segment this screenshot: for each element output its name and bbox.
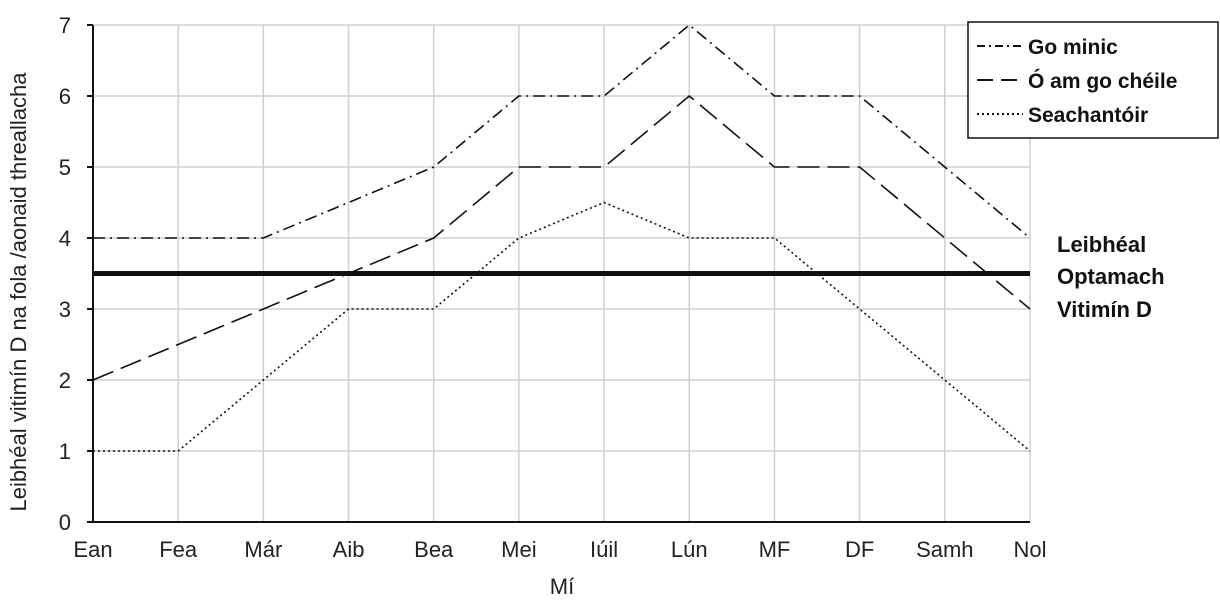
x-tick-label: Aib (333, 537, 365, 562)
series-lines (92, 23, 1031, 452)
series-line-1 (93, 23, 1031, 239)
y-tick-label: 5 (59, 155, 71, 180)
optimal-level-label-line-3: Vitimín D (1057, 297, 1152, 322)
legend-label-o-am-go-cheile: Ó am go chéile (1028, 69, 1177, 93)
y-tick-label: 1 (59, 439, 71, 464)
x-tick-label: Ean (73, 537, 112, 562)
x-axis-title: Mí (550, 574, 574, 599)
optimal-level-label-line-1: Leibhéal (1057, 232, 1146, 257)
x-tick-label: DF (845, 537, 874, 562)
y-tick-label: 7 (59, 13, 71, 38)
tick-labels: 0 1 2 3 4 5 6 7 Ean Fea Már Aib Bea Mei Iúil Lún MF DF Sam… (59, 13, 1047, 562)
x-tick-label: Samh (916, 537, 973, 562)
optimal-level-label: Leibhéal Optamach Vitimín D (1057, 232, 1165, 322)
x-tick-label: Mei (501, 537, 536, 562)
y-tick-label: 6 (59, 84, 71, 109)
x-tick-label: Fea (159, 537, 198, 562)
optimal-level-label-line-2: Optamach (1057, 264, 1165, 289)
x-tick-label: Iúil (590, 537, 618, 562)
series-line-2 (92, 94, 1031, 381)
legend-label-go-minic: Go minic (1028, 36, 1118, 59)
y-tick-label: 2 (59, 368, 71, 393)
axes (87, 24, 1030, 523)
x-tick-label: MF (759, 537, 791, 562)
x-tick-label: Bea (414, 537, 454, 562)
y-tick-label: 3 (59, 297, 71, 322)
legend-label-seachantoir: Seachantóir (1028, 104, 1148, 127)
x-tick-label: Lún (671, 537, 708, 562)
x-tick-label: Már (244, 537, 282, 562)
y-tick-label: 0 (59, 510, 71, 535)
y-tick-label: 4 (59, 226, 71, 251)
x-tick-label: Nol (1013, 537, 1046, 562)
y-axis-title: Leibhéal vitimín D na fola /aonaid threa… (6, 72, 31, 512)
legend: Go minic Ó am go chéile Seachantóir (967, 21, 1219, 139)
series-line-3 (93, 201, 1031, 452)
